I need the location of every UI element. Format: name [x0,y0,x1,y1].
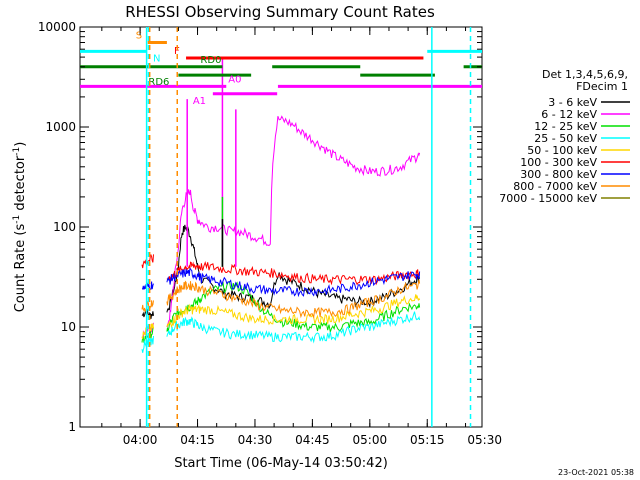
series-layer [141,115,421,353]
y-axis-ticks: 1 10 100 1000 10000 [38,20,482,434]
series-25-50-kev [141,311,421,353]
legend-label-25-50-kev: 25 - 50 keV [534,132,597,145]
legend-label-800-7000-kev: 800 - 7000 keV [513,180,597,193]
x-tick-label: 04:45 [295,433,330,447]
x-tick-label: 04:00 [123,433,158,447]
y-axis-label: Count Rate (s-1 detector-1) [12,142,28,313]
series-3-6-kev [141,224,421,319]
y-tick-label: 1000 [45,120,76,134]
x-axis-label: Start Time (06-May-14 03:50:42) [174,456,388,471]
state-label-rd0: RD0 [200,55,221,66]
state-label-a1: A1 [193,96,206,107]
y-tick-label: 10 [61,320,76,334]
state-bars: S N F RD0 RD6 A0 A1 [80,30,482,107]
legend-label-3-6-kev: 3 - 6 keV [548,96,597,109]
state-label-f: F [174,46,180,57]
y-tick-label: 1 [68,420,76,434]
y-tick-label: 100 [53,220,76,234]
y-axis-label-sup1: -1 [12,215,22,224]
y-axis-label-mid: detector [13,155,28,215]
state-label-s: S [136,30,142,41]
state-label-rd6: RD6 [148,77,169,88]
x-axis-ticks: 04:00 04:15 04:30 04:45 05:00 05:15 05:30 [101,27,502,447]
state-label-n: N [153,53,160,64]
legend-header-line-2: FDecim 1 [576,80,628,93]
y-tick-label: 10000 [38,20,76,34]
y-axis-label-main: Count Rate (s [13,224,28,313]
y-axis-label-end: ) [13,142,28,147]
legend-label-7000-15000-kev: 7000 - 15000 keV [499,192,597,205]
y-axis-label-sup2: -1 [12,147,22,156]
vertical-markers [145,27,472,427]
x-tick-label: 05:00 [353,433,388,447]
legend-label-300-800-kev: 300 - 800 keV [520,168,597,181]
x-tick-label: 04:30 [238,433,273,447]
legend-label-100-300-kev: 100 - 300 keV [520,156,597,169]
legend-label-6-12-kev: 6 - 12 keV [541,108,597,121]
legend-header-line-1: Det 1,3,4,5,6,9, [542,68,628,81]
x-tick-label: 05:30 [467,433,502,447]
x-tick-label: 04:15 [180,433,215,447]
legend-label-50-100-kev: 50 - 100 keV [527,144,597,157]
generated-timestamp: 23-Oct-2021 05:38 [558,468,634,477]
spike-layer [186,58,237,267]
x-tick-label: 05:15 [410,433,445,447]
chart-title: RHESSI Observing Summary Count Rates [125,3,435,21]
legend-label-12-25-kev: 12 - 25 keV [534,120,597,133]
state-label-a0: A0 [228,74,241,85]
